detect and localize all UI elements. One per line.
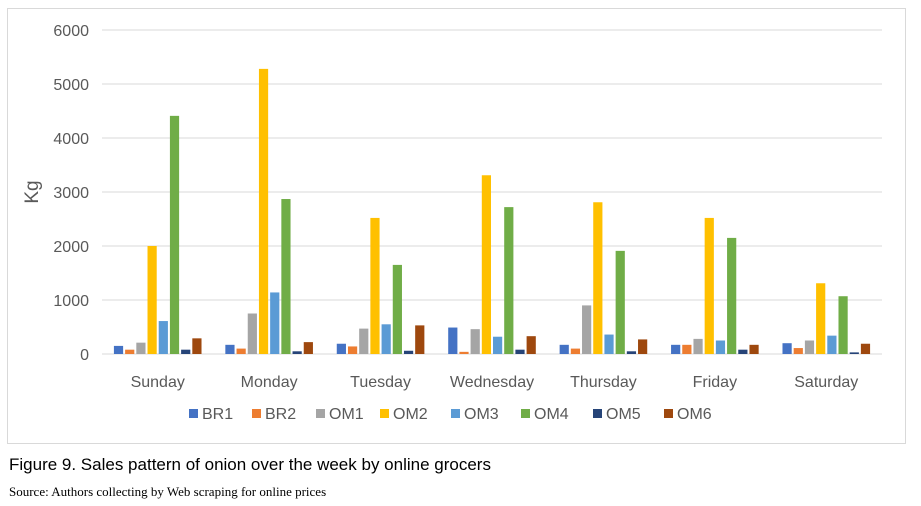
bar-om5-tuesday (403, 350, 414, 354)
x-tick-label: Sunday (131, 374, 185, 391)
bar-br1-monday (225, 344, 235, 354)
bar-br1-tuesday (336, 343, 346, 354)
bar-br2-thursday (570, 348, 581, 354)
bar-om5-friday (738, 349, 748, 354)
bar-br2-friday (682, 344, 692, 354)
bar-om3-saturday (827, 335, 837, 354)
bar-br2-wednesday (459, 351, 469, 354)
figure-caption: Figure 9. Sales pattern of onion over th… (9, 455, 491, 474)
bar-om5-thursday (626, 351, 637, 354)
bar-br1-wednesday (448, 327, 458, 354)
bar-om6-friday (749, 344, 759, 354)
x-tick-label: Saturday (794, 374, 858, 391)
bar-om6-saturday (860, 343, 871, 354)
bar-om5-sunday (181, 349, 191, 354)
bar-om2-monday (258, 68, 269, 354)
legend-label-br2: BR2 (265, 406, 296, 423)
gridlines (102, 29, 882, 355)
bar-om1-tuesday (359, 328, 369, 354)
legend-swatch-om3 (451, 409, 460, 418)
bar-om1-thursday (582, 305, 592, 354)
legend-label-om1: OM1 (329, 406, 364, 423)
x-tick-label: Monday (241, 374, 298, 391)
bar-br2-saturday (793, 348, 803, 354)
bar-om2-saturday (816, 283, 826, 354)
legend-swatch-om4 (521, 409, 530, 418)
bar-om4-saturday (838, 296, 848, 354)
x-tick-label: Thursday (570, 374, 637, 391)
bar-br1-saturday (782, 343, 792, 354)
bar-om6-sunday (192, 338, 202, 354)
bar-om3-monday (270, 292, 280, 354)
legend-swatch-om6 (664, 409, 673, 418)
bars (113, 68, 871, 354)
bar-br1-sunday (113, 345, 124, 354)
x-tick-label: Wednesday (450, 374, 534, 391)
y-tick-label: 6000 (53, 23, 89, 40)
legend-swatch-br1 (189, 409, 198, 418)
bar-om6-monday (303, 342, 313, 354)
chart-frame (7, 8, 906, 444)
bar-om5-wednesday (515, 349, 525, 354)
bar-br2-sunday (125, 349, 135, 354)
bar-om6-tuesday (415, 325, 425, 354)
figure-source: Source: Authors collecting by Web scrapi… (9, 484, 327, 499)
legend-label-om5: OM5 (606, 406, 641, 423)
bar-br1-thursday (559, 344, 569, 354)
bar-om2-wednesday (481, 175, 491, 354)
legend-label-om4: OM4 (534, 406, 569, 423)
bar-br2-tuesday (347, 346, 358, 354)
bar-om2-sunday (147, 246, 157, 354)
bar-om1-wednesday (470, 329, 480, 354)
y-tick-label: 2000 (53, 239, 89, 256)
bar-om3-sunday (158, 321, 168, 354)
legend-label-br1: BR1 (202, 406, 233, 423)
bar-chart: 0 1000 2000 3000 4000 5000 6000 Kg Sunday Monda… (22, 23, 882, 423)
bar-om2-tuesday (370, 217, 380, 354)
bar-om2-friday (704, 217, 714, 354)
bar-om4-wednesday (504, 207, 514, 354)
bar-br2-monday (236, 348, 246, 354)
bar-om4-monday (281, 199, 291, 354)
legend-swatch-om2 (380, 409, 389, 418)
bar-om1-sunday (136, 342, 146, 354)
y-tick-label: 3000 (53, 185, 89, 202)
bar-om2-thursday (593, 202, 603, 354)
legend: BR1 BR2 OM1 OM2 OM3 OM4 OM5 OM6 (189, 406, 712, 423)
bar-om4-sunday (169, 115, 180, 354)
bar-om6-wednesday (526, 336, 536, 354)
y-tick-label: 4000 (53, 131, 89, 148)
bar-om3-thursday (604, 334, 614, 354)
bar-om4-thursday (615, 250, 625, 354)
bar-om3-tuesday (381, 324, 391, 354)
legend-label-om3: OM3 (464, 406, 499, 423)
legend-label-om6: OM6 (677, 406, 712, 423)
bar-om4-friday (727, 237, 737, 354)
legend-swatch-br2 (252, 409, 261, 418)
y-axis-ticks: 0 1000 2000 3000 4000 5000 6000 (53, 23, 89, 364)
bar-om5-monday (292, 351, 302, 354)
legend-label-om2: OM2 (393, 406, 428, 423)
bar-om3-wednesday (493, 336, 503, 354)
legend-swatch-om5 (593, 409, 602, 418)
x-tick-label: Friday (693, 374, 737, 391)
bar-om5-saturday (849, 352, 859, 354)
bar-om1-friday (693, 338, 703, 354)
x-axis-ticks: Sunday Monday Tuesday Wednesday Thursday Frid… (131, 374, 859, 391)
bar-om6-thursday (638, 339, 648, 354)
y-axis-label: Kg (22, 180, 43, 203)
bar-br1-friday (671, 344, 681, 354)
bar-om3-friday (715, 340, 726, 354)
y-tick-label: 0 (80, 347, 89, 364)
bar-om1-monday (247, 313, 257, 354)
y-tick-label: 1000 (53, 293, 89, 310)
y-tick-label: 5000 (53, 77, 89, 94)
bar-om4-tuesday (392, 264, 402, 354)
bar-om1-saturday (804, 340, 815, 354)
x-tick-label: Tuesday (350, 374, 411, 391)
legend-swatch-om1 (316, 409, 325, 418)
